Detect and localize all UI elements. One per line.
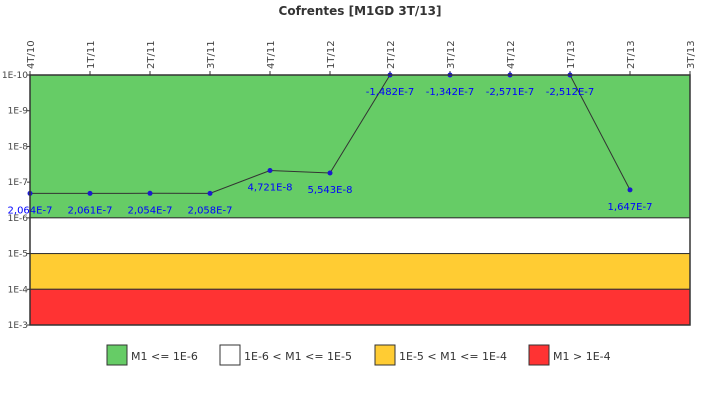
- data-label: 2,061E-7: [68, 205, 113, 216]
- y-tick-label: 1E-4: [8, 285, 29, 295]
- y-tick-label: 1E-3: [8, 321, 28, 331]
- y-tick-label: 1E-7: [8, 178, 28, 188]
- data-label: 2,058E-7: [188, 205, 233, 216]
- y-axis: 1E-10 1E-9 1E-8 1E-7 1E-6 1E-5 1E-4 1E-3: [2, 71, 30, 331]
- x-tick-label: 4T/10: [26, 40, 37, 69]
- data-point: [207, 190, 213, 196]
- band-1: [29, 217, 691, 255]
- data-label: -1,342E-7: [426, 87, 475, 98]
- legend-label-1: 1E-6 < M1 <= 1E-5: [244, 350, 352, 363]
- data-label: 5,543E-8: [308, 185, 353, 196]
- data-point: [147, 190, 153, 196]
- band-3: [29, 288, 691, 326]
- x-tick-label: 1T/12: [326, 40, 337, 69]
- y-tick-label: 1E-5: [8, 250, 28, 260]
- x-tick-label: 2T/11: [146, 40, 157, 69]
- data-label: -1,482E-7: [366, 87, 415, 98]
- legend-swatch-2: [374, 344, 396, 366]
- legend-label-2: 1E-5 < M1 <= 1E-4: [399, 350, 507, 363]
- x-tick-label: 3T/13: [686, 40, 697, 69]
- y-tick-label: 1E-10: [2, 71, 28, 81]
- legend-swatch-0: [106, 344, 128, 366]
- x-tick-label: 2T/13: [626, 40, 637, 69]
- legend: M1 <= 1E-6 1E-6 < M1 <= 1E-5 1E-5 < M1 <= …: [106, 344, 611, 366]
- legend-label-3: M1 > 1E-4: [553, 350, 611, 363]
- x-tick-label: 3T/12: [446, 40, 457, 69]
- x-tick-label: 1T/11: [86, 40, 97, 69]
- x-axis: 4T/10 1T/11 2T/11 3T/11 4T/11 1T/12 2T/12 3T/12…: [26, 40, 697, 75]
- data-point: [87, 190, 93, 196]
- data-point: [327, 170, 333, 176]
- band-2: [29, 253, 691, 290]
- band-0: [29, 74, 691, 219]
- chart-title: Cofrentes [M1GD 3T/13]: [279, 4, 442, 18]
- x-tick-label: 4T/11: [266, 40, 277, 69]
- data-point: [627, 187, 633, 193]
- x-tick-label: 4T/12: [506, 40, 517, 69]
- x-tick-label: 1T/13: [566, 40, 577, 69]
- x-tick-label: 2T/12: [386, 40, 397, 69]
- plot-frame: [29, 74, 691, 326]
- data-label: -2,512E-7: [546, 87, 595, 98]
- legend-swatch-1: [219, 344, 241, 366]
- data-point: [267, 168, 273, 174]
- legend-label-0: M1 <= 1E-6: [131, 350, 198, 363]
- y-tick-label: 1E-6: [8, 214, 29, 224]
- y-tick-label: 1E-9: [8, 107, 29, 117]
- y-tick-label: 1E-8: [8, 142, 29, 152]
- data-label: -2,571E-7: [486, 87, 535, 98]
- data-label: 2,054E-7: [128, 205, 173, 216]
- risk-bands: [29, 74, 691, 326]
- legend-swatch-3: [528, 344, 550, 366]
- x-tick-label: 3T/11: [206, 40, 217, 69]
- data-label: 1,647E-7: [608, 202, 653, 213]
- data-label: 4,721E-8: [248, 183, 293, 194]
